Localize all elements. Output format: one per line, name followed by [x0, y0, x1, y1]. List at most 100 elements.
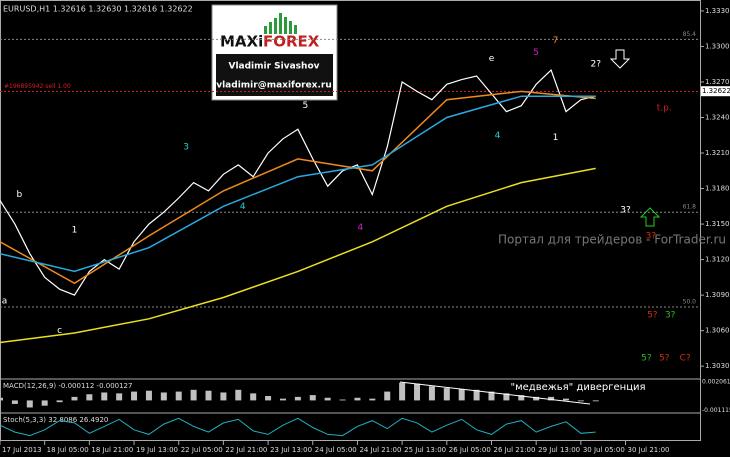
y-tick-label: 1.30600: [705, 327, 730, 335]
wave-label: 5?: [647, 311, 658, 321]
macd-bar: [503, 393, 510, 401]
divergence-note: "медвежья" дивергенция: [510, 382, 645, 393]
macd-bar: [294, 396, 301, 401]
macd-bar: [473, 389, 480, 401]
macd-bar: [443, 388, 450, 401]
macd-bar: [86, 394, 93, 401]
y-tick-label: 1.33000: [705, 42, 730, 50]
macd-bar: [41, 400, 48, 406]
macd-bar: [250, 393, 257, 401]
wave-label: 3?: [665, 311, 676, 321]
x-tick-label: 18 Jul 05:00: [47, 446, 89, 454]
macd-bar: [414, 383, 421, 401]
wave-label: 3?: [646, 231, 657, 241]
wave-label: 4: [240, 202, 246, 212]
macd-bar: [428, 386, 435, 401]
wave-label: 5?: [641, 353, 652, 363]
y-tick-label: 1.32400: [705, 113, 730, 121]
x-tick-label: 26 Jul 21:00: [493, 446, 535, 454]
series-line: [0, 90, 596, 285]
macd-tick-label: -0.001115: [702, 407, 730, 414]
y-tick-label: 1.31200: [705, 256, 730, 264]
macd-bar: [458, 388, 465, 401]
arrow-down: [609, 49, 631, 69]
y-tick-label: 1.32700: [705, 78, 730, 86]
level-label: 61.8: [683, 204, 697, 211]
macd-bar: [116, 393, 123, 401]
wave-label: 5: [302, 101, 308, 111]
x-tick-label: 30 Jul 05:00: [583, 446, 625, 454]
macd-bar: [26, 400, 33, 408]
macd-bar: [56, 400, 63, 403]
macd-bar: [101, 392, 108, 401]
level-label: 85.4: [683, 31, 697, 38]
wave-label: 1: [553, 133, 559, 143]
chart-title: EURUSD,H1 1.32616 1.32630 1.32616 1.3262…: [3, 5, 193, 14]
x-tick-label: 30 Jul 21:00: [628, 446, 670, 454]
price-marker: [701, 86, 730, 97]
macd-bar: [533, 396, 540, 401]
wave-label: e: [489, 54, 495, 64]
macd-bar: [279, 398, 286, 401]
wave-label: 5: [533, 48, 539, 58]
divergence-line: [399, 381, 591, 405]
stoch-label: Stoch(5,3,3) 32.8086 26.4920: [3, 416, 108, 424]
macd-bar: [131, 391, 138, 401]
macd-bar: [235, 389, 242, 401]
macd-bar: [384, 391, 391, 401]
watermark: Портал для трейдеров - ForTrader.ru: [498, 233, 726, 247]
macd-bar: [0, 397, 3, 401]
wave-label: a: [2, 297, 8, 307]
x-tick-label: 26 Jul 05:00: [449, 446, 491, 454]
wave-label: 7: [553, 36, 559, 46]
macd-bar: [11, 400, 18, 404]
macd-bar: [399, 382, 406, 401]
x-tick-label: 24 Jul 05:00: [315, 446, 357, 454]
macd-bar: [577, 400, 584, 402]
series-line: [0, 69, 596, 296]
logo: MAXi FOREX Vladimir Sivashov vladimir@ma…: [211, 4, 338, 101]
wave-label: t.p.: [657, 104, 672, 114]
macd-bar: [324, 397, 331, 401]
logo-name: Vladimir Sivashov: [228, 62, 319, 72]
logo-email: vladimir@maxiforex.ru: [216, 81, 332, 91]
x-tick-label: 22 Jul 05:00: [181, 446, 223, 454]
wave-label: 5?: [659, 353, 670, 363]
macd-bar: [145, 390, 152, 401]
macd-bar: [339, 399, 346, 401]
logo-text: FOREX: [263, 33, 320, 51]
macd-bar: [220, 392, 227, 401]
y-tick-label: 1.33300: [705, 7, 730, 15]
macd-bar: [592, 400, 599, 402]
macd-bar: [354, 397, 361, 401]
x-tick-label: 24 Jul 21:00: [359, 446, 401, 454]
x-tick-label: 19 Jul 13:00: [136, 446, 178, 454]
wave-label: c: [57, 326, 62, 336]
macd-bar: [265, 396, 272, 401]
wave-label: 3: [183, 143, 189, 153]
macd-bar: [71, 396, 78, 401]
macd-label: MACD(12,26,9) -0.000112 -0.000127: [3, 382, 132, 390]
series-line: [0, 95, 596, 273]
wave-label: 2?: [590, 60, 601, 70]
macd-bar: [309, 395, 316, 401]
level-label: 50.0: [683, 298, 697, 305]
series-line: [0, 167, 596, 344]
wave-label: 4: [358, 223, 364, 233]
x-tick-label: 23 Jul 13:00: [270, 446, 312, 454]
macd-bar: [160, 392, 167, 401]
level-label: #196895942 sell 1.00: [4, 83, 71, 90]
y-tick-label: 1.30300: [705, 362, 730, 370]
macd-bar: [205, 390, 212, 401]
stoch-line: [0, 417, 596, 437]
y-tick-label: 1.32100: [705, 149, 730, 157]
wave-label: C?: [680, 353, 691, 363]
macd-bar: [175, 391, 182, 401]
y-tick-label: 1.31500: [705, 220, 730, 228]
macd-bar: [369, 398, 376, 401]
x-tick-label: 22 Jul 21:00: [225, 446, 267, 454]
arrow-up: [639, 207, 661, 227]
macd-bar: [488, 391, 495, 401]
wave-label: b: [17, 190, 23, 200]
